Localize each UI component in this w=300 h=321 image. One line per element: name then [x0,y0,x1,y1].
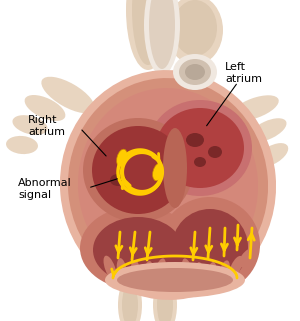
Ellipse shape [144,0,180,75]
Ellipse shape [194,157,206,167]
Ellipse shape [160,197,260,293]
Ellipse shape [153,277,177,321]
Ellipse shape [68,78,268,292]
Ellipse shape [163,128,187,208]
Text: Abnormal
signal: Abnormal signal [18,178,72,200]
Ellipse shape [122,283,138,321]
Ellipse shape [130,260,140,288]
Ellipse shape [13,115,47,135]
Ellipse shape [6,136,38,154]
Ellipse shape [238,248,253,267]
Ellipse shape [25,95,65,121]
Ellipse shape [118,277,142,321]
Ellipse shape [218,260,230,286]
Ellipse shape [250,118,286,142]
Ellipse shape [126,0,170,70]
Ellipse shape [92,126,184,214]
Ellipse shape [103,256,116,280]
Ellipse shape [117,268,233,292]
Ellipse shape [185,64,205,80]
Ellipse shape [182,258,194,286]
Ellipse shape [229,256,243,278]
Ellipse shape [41,77,95,113]
Ellipse shape [117,149,128,167]
Ellipse shape [167,0,223,65]
Ellipse shape [207,262,217,290]
Ellipse shape [117,258,127,286]
Text: Right
atrium: Right atrium [28,115,65,137]
Ellipse shape [80,206,196,290]
Ellipse shape [153,163,164,181]
Ellipse shape [172,209,248,285]
Ellipse shape [231,95,279,121]
Ellipse shape [156,108,244,188]
Ellipse shape [256,143,288,167]
Ellipse shape [179,59,211,85]
Ellipse shape [154,258,166,284]
Ellipse shape [105,262,245,298]
Ellipse shape [78,88,258,282]
Ellipse shape [143,261,153,287]
Ellipse shape [173,0,217,56]
Ellipse shape [195,262,205,290]
Ellipse shape [132,0,164,65]
Ellipse shape [60,70,276,300]
Ellipse shape [110,174,126,186]
Ellipse shape [208,146,222,158]
Ellipse shape [173,54,217,90]
Ellipse shape [83,118,193,222]
Ellipse shape [148,100,252,196]
Ellipse shape [93,217,183,283]
Ellipse shape [149,0,175,69]
Ellipse shape [157,283,173,321]
Ellipse shape [186,133,204,147]
Text: Left
atrium: Left atrium [225,62,262,83]
